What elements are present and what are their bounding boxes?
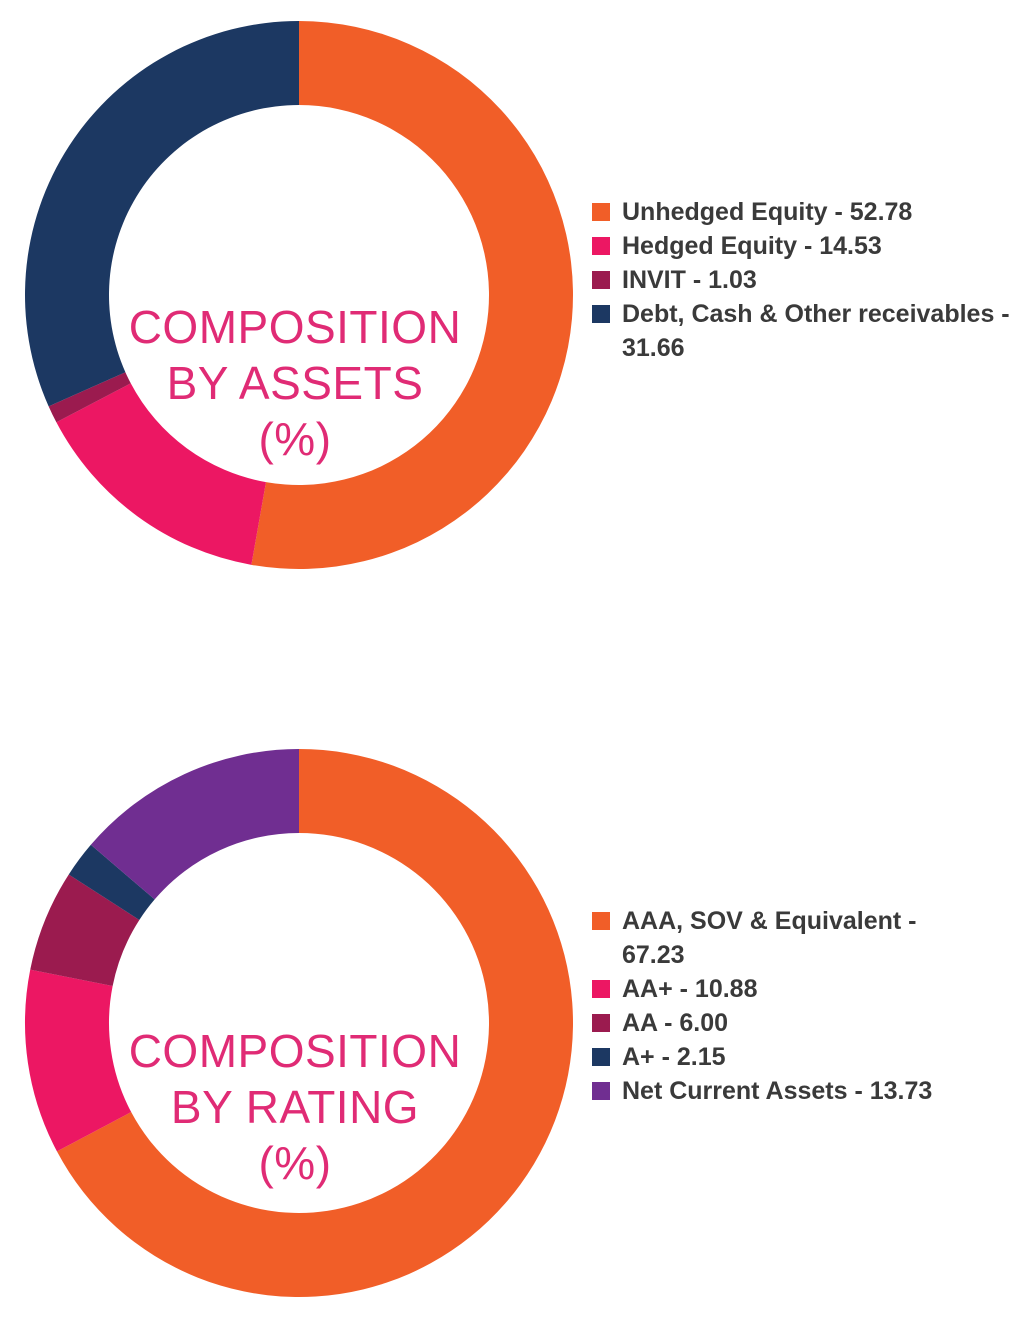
legend-swatch (592, 980, 610, 998)
slice-a (68, 844, 155, 921)
legend-item-hedged-equity: Hedged Equity - 14.53 (592, 229, 1022, 263)
legend-item-unhedged-equity: Unhedged Equity - 52.78 (592, 195, 1022, 229)
legend-swatch (592, 1048, 610, 1066)
slice-aa (30, 874, 140, 987)
slice-unhedged-equity (251, 21, 573, 569)
slice-aaa-sov-equivalent (56, 749, 573, 1297)
assets-legend: Unhedged Equity - 52.78 Hedged Equity - … (592, 195, 1022, 365)
slice-net-current-assets (90, 749, 299, 900)
rating-title-line-2: BY RATING (170, 1081, 420, 1133)
rating-title-line-1: COMPOSITION (128, 1025, 462, 1077)
assets-chart-title: COMPOSITION BY ASSETS (%) (110, 299, 480, 467)
legend-item-a-plus: A+ - 2.15 (592, 1040, 937, 1074)
slice-aa (25, 969, 132, 1152)
legend-label: AA+ - 10.88 (622, 975, 758, 1003)
rating-chart-title: COMPOSITION BY RATING (%) (110, 1023, 480, 1191)
legend-swatch (592, 1082, 610, 1100)
legend-swatch (592, 1014, 610, 1032)
assets-title-line-2: BY ASSETS (166, 357, 424, 409)
legend-label: Hedged Equity - 14.53 (622, 232, 882, 260)
legend-label: Unhedged Equity - 52.78 (622, 198, 913, 226)
legend-item-net-current-assets: Net Current Assets - 13.73 (592, 1074, 937, 1108)
legend-swatch (592, 203, 610, 221)
assets-donut-chart (25, 21, 573, 569)
rating-donut-chart (25, 749, 573, 1297)
assets-title-line-1: COMPOSITION (128, 301, 462, 353)
legend-label: AA - 6.00 (622, 1009, 729, 1037)
legend-item-debt-cash: Debt, Cash & Other receivables - 31.66 (592, 297, 1022, 365)
slice-debt-cash-other-receivables (25, 21, 300, 407)
legend-item-aaa-sov: AAA, SOV & Equivalent - 67.23 (592, 904, 937, 972)
legend-item-aa: AA - 6.00 (592, 1006, 937, 1040)
rating-legend: AAA, SOV & Equivalent - 67.23 AA+ - 10.8… (592, 904, 937, 1108)
legend-item-aa-plus: AA+ - 10.88 (592, 972, 937, 1006)
assets-title-line-3: (%) (258, 413, 332, 465)
slice-invit (48, 372, 131, 423)
legend-label: AAA, SOV & Equivalent - 67.23 (622, 907, 917, 969)
slice-hedged-equity (56, 383, 266, 565)
legend-swatch (592, 912, 610, 930)
assets-chart-panel: COMPOSITION BY ASSETS (%) Unhedged Equit… (0, 0, 1028, 600)
rating-chart-panel: COMPOSITION BY RATING (%) AAA, SOV & Equ… (0, 730, 1028, 1330)
legend-label: INVIT - 1.03 (622, 266, 757, 294)
legend-item-invit: INVIT - 1.03 (592, 263, 1022, 297)
legend-swatch (592, 305, 610, 323)
legend-swatch (592, 271, 610, 289)
legend-label: Net Current Assets - 13.73 (622, 1077, 933, 1105)
rating-title-line-3: (%) (258, 1137, 332, 1189)
legend-swatch (592, 237, 610, 255)
legend-label: Debt, Cash & Other receivables - 31.66 (622, 300, 1010, 362)
legend-label: A+ - 2.15 (622, 1043, 726, 1071)
